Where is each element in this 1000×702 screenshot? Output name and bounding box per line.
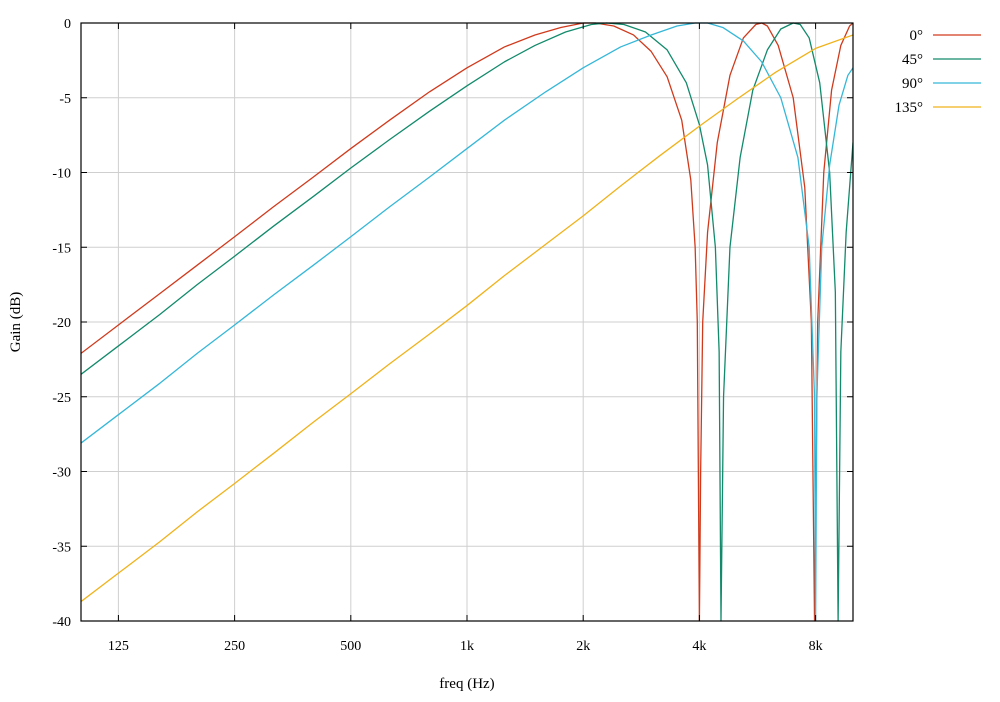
y-axis-title: Gain (dB) bbox=[8, 292, 24, 352]
series-line-1 bbox=[81, 22, 853, 622]
axis-ticks bbox=[81, 22, 853, 622]
x-tick-label: 250 bbox=[224, 639, 245, 654]
y-tick-label: -35 bbox=[52, 540, 71, 555]
x-tick-labels: 125 250 500 1k 2k 4k 8k bbox=[108, 639, 823, 654]
x-axis-title: freq (Hz) bbox=[439, 676, 494, 692]
x-tick-label: 500 bbox=[340, 639, 361, 654]
y-tick-label: 0 bbox=[64, 17, 71, 32]
y-tick-label: -20 bbox=[52, 316, 71, 331]
series-line-2 bbox=[81, 22, 853, 622]
x-tick-label: 125 bbox=[108, 639, 129, 654]
y-tick-label: -30 bbox=[52, 466, 71, 481]
y-tick-label: -25 bbox=[52, 391, 71, 406]
legend-label: 45° bbox=[902, 52, 923, 68]
legend-label: 90° bbox=[902, 76, 923, 92]
legend: 0° 45° 90° 135° bbox=[895, 28, 981, 116]
series-line-3 bbox=[81, 34, 853, 603]
y-tick-label: -5 bbox=[59, 92, 71, 107]
y-tick-labels: 0 -5 -10 -15 -20 -25 -30 -35 -40 bbox=[52, 17, 71, 630]
x-tick-label: 1k bbox=[460, 639, 474, 654]
y-tick-label: -10 bbox=[52, 167, 71, 182]
x-tick-label: 8k bbox=[809, 639, 823, 654]
series-lines bbox=[81, 22, 853, 622]
grid-lines bbox=[81, 22, 853, 622]
legend-label: 0° bbox=[910, 28, 924, 44]
series-line-0 bbox=[81, 22, 853, 622]
legend-label: 135° bbox=[895, 100, 924, 116]
y-tick-label: -15 bbox=[52, 241, 71, 256]
x-tick-label: 2k bbox=[576, 639, 590, 654]
x-tick-label: 4k bbox=[692, 639, 706, 654]
y-tick-label: -40 bbox=[52, 615, 71, 630]
